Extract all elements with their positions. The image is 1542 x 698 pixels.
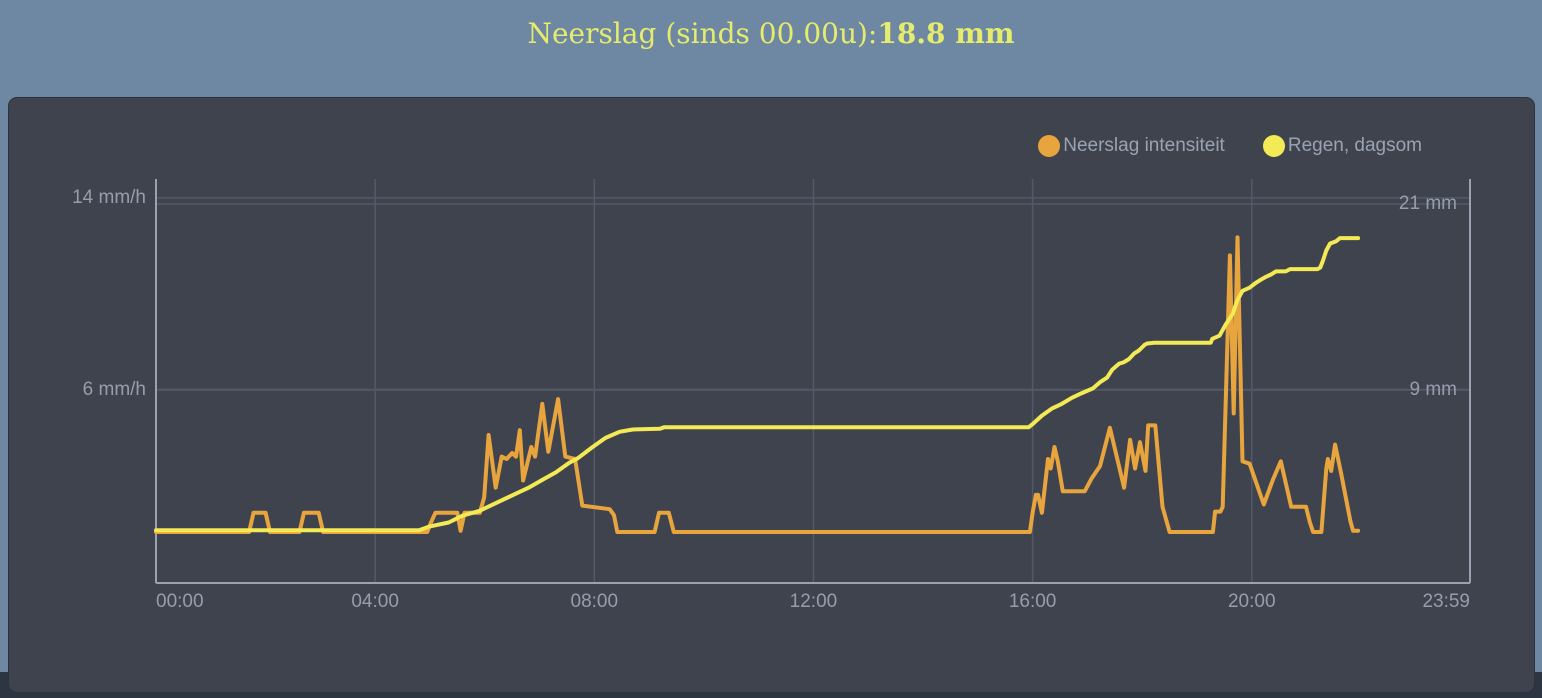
y-tick-label-right: 9 mm [1409,378,1458,400]
x-tick-label: 04:00 [351,591,399,612]
y-tick-label-left: 6 mm/h [82,378,146,400]
series-lines [154,235,1361,534]
axis-lines [155,179,1471,584]
x-tick-label: 16:00 [1008,591,1057,612]
legend-item-dagsom[interactable]: Regen, dagsom [1262,135,1422,157]
x-tick-label: 00:00 [156,591,204,612]
series-line-intensity [154,235,1361,534]
x-tick-label: 08:00 [570,591,619,612]
x-tick-label: 12:00 [789,591,838,612]
x-tick-label: 23:59 [1422,591,1470,612]
legend-item-intensity[interactable]: Neerslag intensiteit [1038,135,1225,157]
series-line-dagsom [154,236,1361,533]
title-value: 18.8 mm [877,16,1015,50]
legend-label: Neerslag intensiteit [1063,135,1225,156]
chart-panel: Neerslag intensiteit Regen, dagsom 6 mm/h… [8,97,1535,693]
y-tick-label-left: 14 mm/h [72,186,146,208]
precipitation-chart[interactable] [9,98,1534,692]
x-tick-label: 20:00 [1227,591,1276,612]
y-tick-label-right: 21 mm [1398,192,1457,214]
chart-legend: Neerslag intensiteit Regen, dagsom [1038,135,1422,157]
page-title: Neerslag (sinds 00.00u): 18.8 mm [0,0,1542,66]
gridlines [156,179,1470,583]
title-text: Neerslag (sinds 00.00u): [527,16,878,50]
legend-label: Regen, dagsom [1287,135,1422,156]
legend-dot-icon [1038,135,1061,157]
legend-dot-icon [1262,135,1285,157]
